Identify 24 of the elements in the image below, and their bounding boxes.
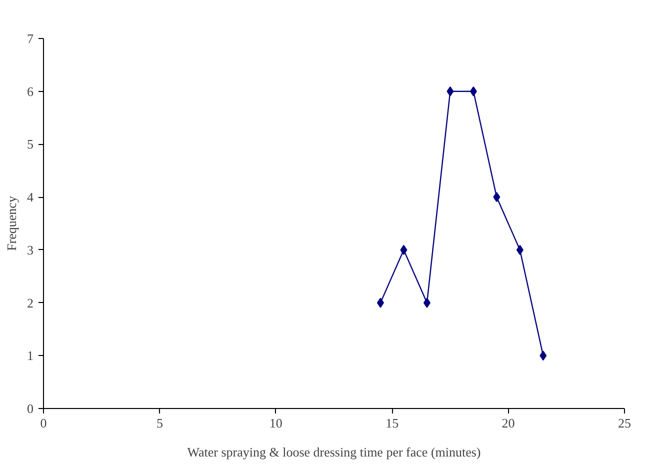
point	[376, 298, 384, 308]
x-tick-label: 25	[618, 416, 631, 430]
point	[400, 244, 408, 255]
y-tick-label: 7	[27, 31, 34, 46]
point	[540, 350, 547, 361]
y-tick-label: 5	[27, 136, 34, 152]
y-tick-label: 6	[27, 84, 34, 99]
point	[493, 192, 500, 202]
x-tick-label: 15	[386, 416, 399, 430]
point	[446, 86, 454, 96]
point	[470, 86, 477, 96]
y-tick-label: 2	[27, 295, 34, 310]
y-tick-label: 3	[27, 242, 34, 258]
y-tick-label: 1	[27, 348, 34, 364]
x-axis-title: Water spraying & loose dressing time per face (minutes)	[187, 444, 481, 460]
x-tick-label: 10	[269, 416, 282, 430]
x-tick-label: 0	[40, 416, 47, 430]
y-tick-label: 0	[27, 401, 34, 416]
x-tick-label: 20	[502, 416, 515, 430]
y-axis-title: Frequency	[4, 196, 19, 251]
point	[423, 298, 430, 308]
x-tick-label: 5	[156, 416, 163, 430]
point	[516, 244, 524, 255]
y-tick-label: 4	[27, 190, 34, 205]
